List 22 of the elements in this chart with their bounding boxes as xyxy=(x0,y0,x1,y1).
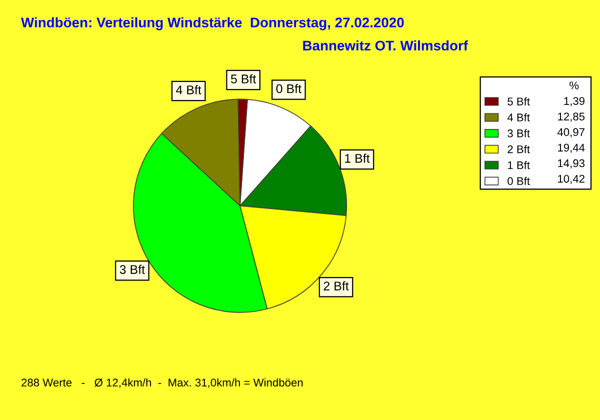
text: 288 Werte - Ø 12,4km/h - Max. 31,0km/h = Windböen xyxy=(22,378,303,388)
chart-subtitle: Bannewitz OT. Wilmsdorf xyxy=(303,40,468,51)
data-label: 19,44 xyxy=(558,144,585,153)
slice-label: 2 Bft xyxy=(324,281,349,290)
legend-label: 4 Bft xyxy=(507,113,530,122)
legend-label: 0 Bft xyxy=(508,176,530,186)
slice-label: 0 Bft xyxy=(276,84,302,94)
slice-label: 4 Bft xyxy=(176,85,202,94)
data-label: 1,39 xyxy=(564,97,584,106)
slice-label: 1 Bft xyxy=(345,154,370,163)
slice-label: 3 Bft xyxy=(120,264,145,274)
legend-label: 1 Bft xyxy=(508,160,530,170)
legend-label: 5 Bft xyxy=(508,97,530,106)
slice-label: 5 Bft xyxy=(230,74,256,84)
legend-title: % xyxy=(570,82,579,90)
data-label: 10,42 xyxy=(558,174,584,184)
data-label: 40,97 xyxy=(557,128,584,138)
data-label: 14,93 xyxy=(558,159,585,168)
legend-label: 3 Bft xyxy=(508,129,530,138)
legend-label: 2 Bft xyxy=(508,145,530,154)
data-label: 12,85 xyxy=(558,112,585,122)
chart-title: Windböen: Verteilung Windstärke Donnerstag, 27.02.2020 xyxy=(21,17,404,30)
